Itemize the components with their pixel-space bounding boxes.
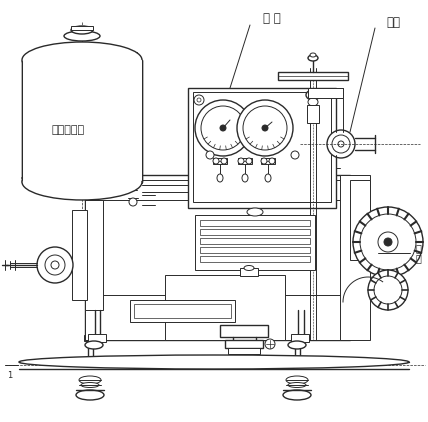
Ellipse shape bbox=[71, 26, 93, 34]
Circle shape bbox=[194, 95, 204, 105]
Bar bbox=[278, 72, 348, 80]
Circle shape bbox=[195, 100, 251, 156]
Ellipse shape bbox=[242, 174, 248, 182]
Text: 吸: 吸 bbox=[415, 243, 421, 253]
Text: 計 器: 計 器 bbox=[263, 11, 281, 24]
Circle shape bbox=[269, 158, 275, 164]
Circle shape bbox=[213, 158, 219, 164]
Ellipse shape bbox=[308, 98, 318, 106]
Circle shape bbox=[238, 158, 244, 164]
Text: 1: 1 bbox=[7, 371, 12, 379]
Circle shape bbox=[261, 158, 267, 164]
Circle shape bbox=[246, 158, 252, 164]
Ellipse shape bbox=[64, 31, 100, 41]
Ellipse shape bbox=[288, 341, 306, 349]
Bar bbox=[307, 105, 319, 123]
Circle shape bbox=[201, 106, 245, 150]
Ellipse shape bbox=[22, 42, 142, 78]
Ellipse shape bbox=[247, 208, 263, 216]
Text: 口: 口 bbox=[415, 253, 421, 263]
Circle shape bbox=[378, 232, 398, 252]
Circle shape bbox=[45, 255, 65, 275]
Bar bbox=[200, 247, 310, 253]
Ellipse shape bbox=[79, 376, 101, 384]
Bar bbox=[165, 275, 285, 340]
Ellipse shape bbox=[19, 355, 409, 369]
Bar bbox=[308, 88, 343, 98]
Bar bbox=[335, 132, 347, 156]
Ellipse shape bbox=[22, 164, 142, 200]
Circle shape bbox=[338, 141, 344, 147]
Bar bbox=[84, 335, 97, 341]
Bar bbox=[85, 200, 103, 310]
Ellipse shape bbox=[81, 382, 99, 387]
Bar bbox=[200, 256, 310, 262]
Ellipse shape bbox=[217, 174, 223, 182]
Bar bbox=[188, 88, 336, 208]
Bar bbox=[134, 304, 231, 318]
Circle shape bbox=[206, 151, 214, 159]
Bar bbox=[200, 229, 310, 235]
Circle shape bbox=[368, 270, 408, 310]
Bar bbox=[130, 300, 235, 322]
Circle shape bbox=[221, 158, 227, 164]
Bar bbox=[193, 92, 331, 202]
Bar bbox=[85, 295, 350, 340]
Ellipse shape bbox=[85, 341, 103, 349]
Ellipse shape bbox=[76, 390, 104, 400]
Circle shape bbox=[291, 151, 299, 159]
Bar bbox=[200, 220, 310, 226]
Bar bbox=[88, 334, 106, 342]
Bar bbox=[228, 348, 260, 354]
Bar bbox=[22, 60, 142, 182]
Ellipse shape bbox=[286, 376, 308, 384]
Ellipse shape bbox=[306, 90, 320, 100]
Circle shape bbox=[220, 125, 226, 131]
Circle shape bbox=[262, 125, 268, 131]
Bar bbox=[238, 158, 252, 164]
Bar bbox=[291, 335, 304, 341]
Circle shape bbox=[374, 276, 402, 304]
Circle shape bbox=[327, 130, 355, 158]
Ellipse shape bbox=[283, 390, 311, 400]
Bar bbox=[72, 210, 87, 300]
Bar bbox=[291, 334, 309, 342]
Circle shape bbox=[197, 98, 201, 102]
Circle shape bbox=[37, 247, 73, 283]
Bar bbox=[213, 158, 227, 164]
Circle shape bbox=[237, 100, 293, 156]
Bar bbox=[200, 238, 310, 244]
Bar bbox=[340, 175, 370, 340]
Ellipse shape bbox=[288, 382, 306, 387]
Ellipse shape bbox=[310, 53, 316, 57]
Bar bbox=[85, 175, 350, 340]
Circle shape bbox=[129, 198, 137, 206]
Bar bbox=[350, 180, 370, 260]
Bar bbox=[261, 158, 275, 164]
Ellipse shape bbox=[244, 265, 254, 271]
Bar bbox=[220, 325, 268, 337]
Circle shape bbox=[265, 339, 275, 349]
Ellipse shape bbox=[265, 174, 271, 182]
Circle shape bbox=[243, 106, 287, 150]
Circle shape bbox=[353, 207, 423, 277]
Bar bbox=[71, 26, 93, 30]
Circle shape bbox=[384, 238, 392, 246]
Text: 放口: 放口 bbox=[386, 16, 400, 29]
Text: 燃料タンク: 燃料タンク bbox=[51, 125, 85, 135]
Bar bbox=[90, 180, 345, 200]
Bar bbox=[225, 340, 263, 348]
Circle shape bbox=[332, 135, 350, 153]
Circle shape bbox=[360, 214, 416, 270]
Ellipse shape bbox=[308, 55, 318, 61]
Bar bbox=[23, 60, 141, 180]
Bar bbox=[195, 215, 315, 270]
Bar bbox=[240, 268, 258, 276]
Circle shape bbox=[51, 261, 59, 269]
